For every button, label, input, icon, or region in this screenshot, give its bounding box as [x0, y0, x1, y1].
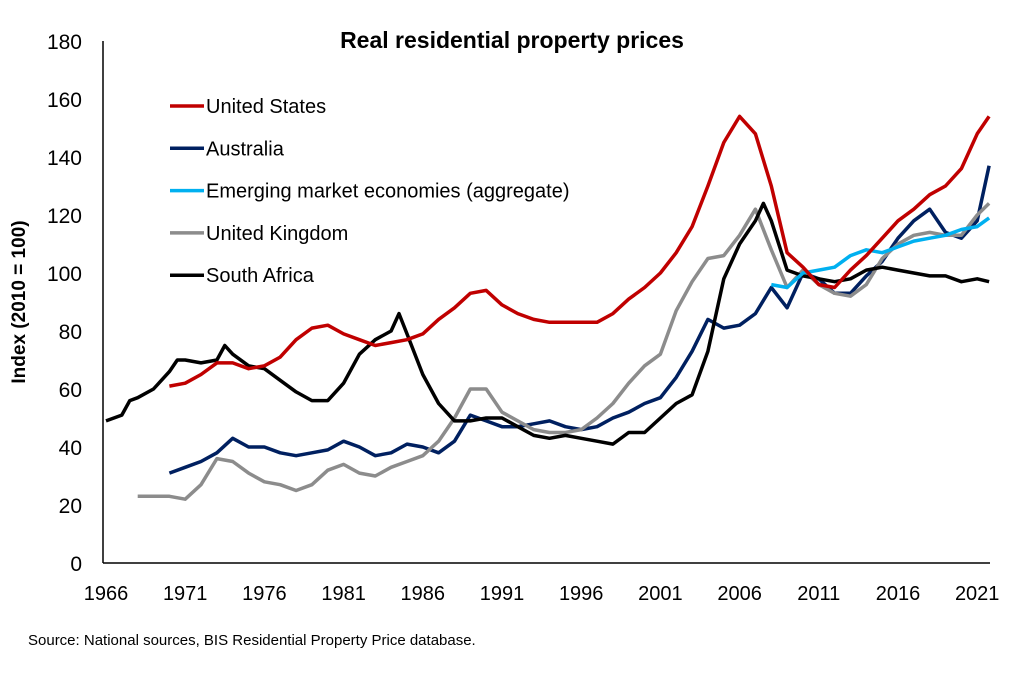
y-tick-label: 60: [59, 379, 82, 402]
series-line-united-kingdom: [137, 202, 991, 501]
y-tick-label: 20: [59, 495, 82, 518]
x-tick-label: 1981: [321, 583, 366, 605]
chart-title: Real residential property prices: [340, 27, 684, 53]
legend-label: Emerging market economies (aggregate): [206, 181, 570, 203]
y-tick-label: 100: [47, 263, 82, 286]
y-tick-label: 140: [47, 147, 82, 170]
x-tick-label: 1976: [242, 583, 287, 605]
x-tick-label: 1986: [401, 583, 446, 605]
y-tick-label: 180: [47, 31, 82, 54]
y-tick-label: 160: [47, 89, 82, 112]
y-axis-label: Index (2010 = 100): [9, 220, 30, 383]
source-note: Source: National sources, BIS Residentia…: [28, 632, 476, 649]
x-tick-label: 1996: [559, 583, 604, 605]
series-line-south-africa: [105, 201, 990, 446]
x-tick-label: 1971: [163, 583, 208, 605]
y-tick-label: 40: [59, 437, 82, 460]
x-tick-label: 2021: [955, 583, 1000, 605]
x-tick-label: 1966: [84, 583, 129, 605]
x-tick-label: 2016: [876, 583, 921, 605]
y-tick-label: 80: [59, 321, 82, 344]
legend-label: Australia: [206, 138, 285, 160]
y-tick-label: 120: [47, 205, 82, 228]
x-tick-label: 2006: [717, 583, 762, 605]
x-tick-label: 2001: [638, 583, 683, 605]
legend-label: South Africa: [206, 265, 315, 287]
series-line-australia: [168, 165, 991, 475]
legend-label: United States: [206, 96, 326, 118]
y-tick-label: 0: [70, 553, 82, 576]
x-tick-label: 2011: [797, 583, 840, 605]
x-tick-label: 1991: [480, 583, 525, 605]
legend-label: United Kingdom: [206, 223, 348, 245]
series-line-united-states: [169, 114, 991, 388]
